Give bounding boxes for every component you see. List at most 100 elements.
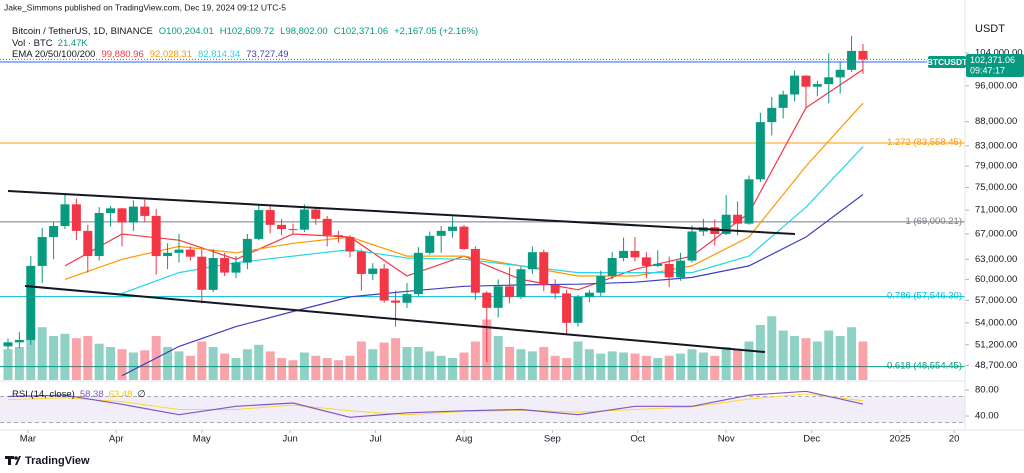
volume-bar — [630, 353, 640, 380]
ohlc: O100,204.01 H102,609.72 L98,802.00 C102,371… — [159, 26, 478, 37]
candle-body — [676, 260, 686, 278]
candle-body — [254, 210, 264, 239]
ema-line — [121, 194, 864, 377]
candle-body — [482, 292, 492, 308]
volume-bar — [83, 336, 93, 380]
candle-body — [356, 251, 366, 274]
y-tick-label: 67,000.00 — [975, 228, 1017, 239]
level-label: 0.618 (48,554.45) — [887, 361, 962, 372]
candle-body — [197, 256, 207, 290]
ohlc-item: L98,802.00 — [280, 26, 328, 37]
candle-body — [151, 215, 161, 257]
volume-bar — [334, 360, 344, 380]
volume-bar — [391, 338, 401, 380]
candle-body — [14, 339, 24, 343]
volume-bar — [208, 347, 218, 380]
volume-bar — [687, 349, 697, 380]
candle-body — [584, 292, 594, 297]
volume-value: 21.47K — [58, 38, 89, 49]
volume-bar — [516, 349, 526, 380]
candle-body — [277, 224, 287, 230]
y-tick-label: 75,000.00 — [975, 182, 1017, 193]
x-tick-label: Jun — [282, 434, 297, 445]
x-tick-label: Sep — [544, 434, 561, 445]
volume-bar — [288, 360, 298, 380]
currency: USDT — [975, 23, 1005, 35]
ema-value: 92,028.31 — [150, 49, 192, 60]
x-tick-label: Oct — [630, 434, 645, 445]
volume-bar — [3, 349, 13, 380]
symbol-tag — [928, 56, 966, 68]
x-tick-label: 2025 — [889, 434, 910, 445]
y-tick-label: 83,000.00 — [975, 140, 1017, 151]
volume-bar — [71, 338, 81, 380]
price-tag-price: 102,371.06 — [970, 55, 1015, 65]
volume-bar — [322, 358, 332, 380]
candle-body — [630, 250, 640, 258]
x-tick-label: Aug — [456, 434, 473, 445]
candle-body — [128, 206, 138, 223]
x-tick-label: Mar — [20, 434, 36, 445]
volume-bar — [60, 333, 70, 380]
ema-line — [64, 102, 864, 280]
volume-bar — [140, 350, 150, 380]
candle-body — [413, 252, 423, 295]
y-tick-label: 51,200.00 — [975, 339, 1017, 350]
volume-bar — [299, 352, 309, 380]
volume-bar — [584, 349, 594, 380]
candle-body — [493, 286, 503, 308]
volume-bar — [117, 349, 127, 380]
y-tick-label: 96,000.00 — [975, 80, 1017, 91]
candle-body — [539, 252, 549, 285]
volume-bar — [37, 327, 47, 380]
volume-bar — [710, 355, 720, 380]
candle-body — [835, 69, 845, 78]
ohlc-item: H102,609.72 — [220, 26, 274, 37]
candle-body — [402, 294, 412, 303]
volume-bar — [801, 338, 811, 380]
price-tag — [966, 54, 1024, 77]
volume-bar — [368, 349, 378, 380]
volume-bar — [356, 341, 366, 380]
level-label: 0.786 (57,546.30) — [887, 291, 962, 302]
ema-value: 82,814.34 — [198, 49, 240, 60]
candle-body — [322, 218, 332, 236]
level-label: 1 (69,000.21) — [905, 216, 962, 227]
candle-body — [733, 214, 743, 224]
volume-bar — [242, 349, 252, 380]
candle-body — [436, 230, 446, 236]
candle-body — [550, 284, 560, 294]
candle-body — [562, 293, 572, 323]
candle-body — [824, 77, 834, 85]
candle-body — [812, 84, 822, 87]
publisher: Jake_Simmons published on TradingView.co… — [4, 2, 286, 12]
volume-bar — [197, 341, 207, 380]
symbol: Bitcoin / TetherUS, 1D, BINANCE — [12, 26, 153, 37]
y-tick-label: 71,000.00 — [975, 205, 1017, 216]
volume-bar — [767, 316, 777, 380]
candle-body — [60, 204, 70, 227]
volume-bar — [470, 341, 480, 380]
y-tick-label: 104,000.00 — [975, 47, 1023, 58]
volume-bar — [812, 341, 822, 380]
volume-bar — [185, 355, 195, 380]
candle-body — [391, 300, 401, 303]
rsi-value: 58.38 — [80, 389, 104, 400]
candle-body — [790, 75, 800, 95]
x-tick-label: May — [193, 434, 211, 445]
volume-bar — [676, 353, 686, 380]
ohlc-item: C102,371.06 — [334, 26, 388, 37]
volume-bar — [653, 358, 663, 380]
candle-body — [847, 50, 857, 70]
volume-bar — [721, 347, 731, 380]
ema-value: 73,727.49 — [246, 49, 288, 60]
volume-bar — [436, 355, 446, 380]
volume-bar — [607, 351, 617, 380]
y-tick-label: 63,000.00 — [975, 254, 1017, 265]
candle-body — [641, 257, 651, 266]
volume-bar — [265, 351, 275, 380]
candle-body — [767, 107, 777, 123]
x-tick-label: Apr — [109, 434, 124, 445]
y-tick-label: 60,000.00 — [975, 274, 1017, 285]
candle-body — [425, 235, 435, 253]
